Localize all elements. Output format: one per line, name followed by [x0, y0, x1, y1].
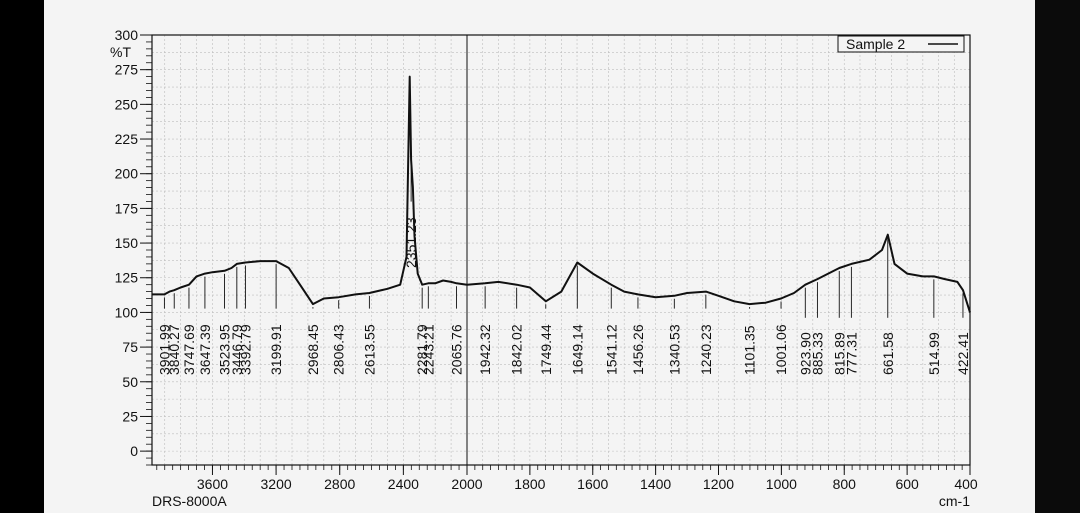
y-tick-label: 25	[122, 408, 138, 424]
y-tick-label: 175	[115, 200, 139, 216]
peak-label: 1456.26	[630, 324, 646, 375]
y-tick-label: 50	[122, 374, 138, 390]
x-tick-label: 1600	[577, 476, 608, 492]
instrument-label: DRS-8000A	[152, 493, 227, 509]
minor-ticks	[146, 34, 971, 470]
legend-label: Sample 2	[846, 36, 905, 52]
peak-label: 1749.44	[538, 324, 554, 375]
y-tick-label: 125	[115, 270, 139, 286]
photo-left-border	[0, 0, 44, 513]
peak-label: 2806.43	[331, 324, 347, 375]
peak-label: 3199.91	[268, 324, 284, 375]
photo-right-border	[1035, 0, 1080, 513]
peak-label: 2243.21	[420, 324, 436, 375]
plot-frame	[151, 34, 971, 466]
y-tick-label: 300	[115, 27, 139, 43]
y-axis-label: %T	[110, 44, 131, 60]
y-tick-label: 200	[115, 166, 139, 182]
x-tick-label: 2000	[451, 476, 482, 492]
peak-label: 1001.06	[773, 324, 789, 375]
peak-label: 2065.76	[449, 324, 465, 375]
y-tick-label: 0	[130, 443, 138, 459]
peak-label: 1842.02	[509, 324, 525, 375]
y-tick-label: 250	[115, 96, 139, 112]
y-tick-label: 225	[115, 131, 139, 147]
x-tick-label: 1400	[640, 476, 671, 492]
peak-label: 1942.32	[477, 324, 493, 375]
x-tick-label: 400	[954, 476, 978, 492]
peak-label: 815.89	[831, 332, 847, 375]
peak-label: 2968.45	[305, 324, 321, 375]
peak-label: 2351.23	[403, 217, 419, 268]
x-tick-label: 600	[895, 476, 919, 492]
legend: Sample 2	[837, 35, 965, 53]
chart-paper	[44, 0, 1035, 513]
spectrum-line	[152, 75, 971, 313]
y-tick-label: 75	[122, 339, 138, 355]
peak-label: 422.41	[955, 332, 971, 375]
peak-label: 3747.69	[181, 324, 197, 375]
peak-label: 1101.35	[742, 325, 758, 375]
peak-label: 3647.39	[197, 324, 213, 375]
peak-label: 661.58	[880, 332, 896, 375]
peak-label: 3392.79	[237, 324, 253, 375]
y-tick-label: 275	[115, 62, 139, 78]
y-tick-label: 100	[115, 304, 139, 320]
x-axis-label: cm-1	[939, 493, 970, 509]
x-tick-label: 2800	[324, 476, 355, 492]
peak-label: 1240.23	[698, 324, 714, 375]
peak-label: 1340.53	[666, 324, 682, 375]
legend-box	[837, 35, 965, 53]
axes: 0 25 50 75 100 125 150 175 200 225 250 275 300 3600 32…	[115, 27, 978, 492]
peak-label: 3446.79	[229, 324, 245, 375]
peak-label: 1649.14	[569, 324, 585, 375]
peak-label: 885.33	[809, 332, 825, 375]
x-tick-label: 1200	[703, 476, 734, 492]
peak-label: 2281.79	[414, 324, 430, 375]
x-tick-label: 1000	[766, 476, 797, 492]
peak-label: 3901.99	[156, 324, 172, 375]
x-tick-label: 2400	[388, 476, 419, 492]
peak-label: 2613.55	[361, 324, 377, 375]
y-tick-label: 150	[115, 235, 139, 251]
peak-label: 777.31	[843, 332, 859, 375]
x-tick-label: 800	[833, 476, 857, 492]
x-tick-label: 3200	[261, 476, 292, 492]
peak-label: 3523.95	[217, 324, 233, 375]
grid-lines	[152, 34, 970, 465]
x-tick-label: 1800	[514, 476, 545, 492]
peak-label: 514.99	[926, 332, 942, 375]
x-tick-label: 3600	[197, 476, 228, 492]
series-layer	[152, 75, 971, 313]
peak-label: 1541.12	[603, 324, 619, 375]
peak-label: 923.90	[797, 332, 813, 375]
peak-label: 3840.27	[166, 324, 182, 375]
